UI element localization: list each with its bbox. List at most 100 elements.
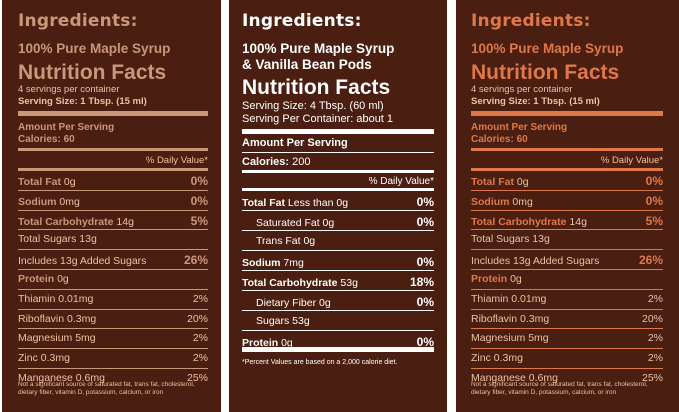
row-divider — [18, 189, 208, 191]
nutrient-name: Total Fat — [18, 176, 61, 188]
nutrient-row: Total Fat Less than 0g 0% — [242, 191, 434, 210]
nutrient-label: Trans Fat 0g — [256, 235, 315, 247]
nutrient-row: Sugars 53g — [242, 311, 434, 330]
nutrient-label: Sodium 0mg — [18, 196, 80, 208]
nutrient-row: Total Sugars 13g — [471, 230, 663, 249]
product-name: 100% Pure Maple Syrup — [471, 41, 624, 56]
amount-per-serving: Amount Per Serving — [471, 122, 568, 133]
nutrient-row: Total Fat 0g 0% — [471, 171, 663, 190]
calories: Calories: 200 — [242, 156, 311, 168]
nutrient-label: Total Fat 0g — [18, 176, 76, 188]
nutrient-amount: 14g — [113, 215, 134, 228]
nutrient-label: Zinc 0.3mg — [471, 352, 523, 364]
daily-value-percent: 2% — [647, 352, 663, 365]
row-divider — [18, 168, 208, 171]
nutrient-row: Thiamin 0.01mg 2% — [18, 290, 208, 309]
daily-value-percent: 0% — [416, 255, 434, 269]
row-divider — [18, 249, 208, 251]
footnote: Not a significant source of saturated fa… — [18, 381, 195, 396]
nutrition-facts-title: Nutrition Facts — [242, 76, 391, 99]
nutrient-row: Sodium 7mg 0% — [242, 251, 434, 270]
row-divider — [471, 209, 663, 211]
row-divider — [18, 229, 208, 231]
row-divider — [471, 348, 663, 350]
nutrient-row: Sodium 0mg 0% — [18, 191, 208, 210]
product-name-line1: 100% Pure Maple Syrup — [242, 41, 395, 56]
daily-value-percent: 0% — [190, 174, 208, 188]
servings-per-container: 4 servings per container — [18, 84, 120, 95]
row-divider — [471, 268, 663, 270]
ingredients-heading: Ingredients: — [18, 11, 138, 31]
nutrient-amount: Riboflavin 0.3mg — [471, 312, 550, 325]
nutrient-name: Total Carbohydrate — [471, 215, 567, 228]
row-divider — [471, 249, 663, 251]
row-divider — [242, 188, 434, 191]
servings-per-container: Serving Per Container: about 1 — [242, 113, 394, 125]
serving-size: Serving Size: 1 Tbsp. (15 ml) — [18, 96, 147, 107]
nutrient-label: Protein 0g — [242, 337, 293, 349]
nutrient-label: Total Fat 0g — [471, 176, 529, 188]
row-divider — [471, 168, 663, 171]
daily-value-percent: 26% — [638, 253, 663, 268]
nutrient-name: Sodium — [471, 195, 510, 208]
nutrient-name: Total Carbohydrate — [242, 277, 338, 289]
row-divider — [471, 367, 663, 369]
nutrient-label: Riboflavin 0.3mg — [18, 313, 96, 325]
row-divider — [18, 268, 208, 270]
nutrient-row: Manganese 0.6mg 25% — [471, 369, 663, 388]
row-divider — [242, 270, 434, 271]
footnote: *Percent Values are based on a 2,000 cal… — [242, 359, 398, 366]
nutrient-amount: Includes 13g Added Sugars — [471, 255, 600, 268]
calories-value: 200 — [292, 156, 311, 168]
nutrient-label: Includes 13g Added Sugars — [18, 255, 146, 267]
nutrient-amount: Thiamin 0.01mg — [18, 292, 94, 305]
nutrient-label: Magnesium 5mg — [18, 332, 96, 344]
nutrient-label: Manganese 0.6mg — [18, 372, 105, 384]
nutrient-row: Dietary Fiber 0g 0% — [242, 291, 434, 310]
nutrient-row: Magnesium 5mg 2% — [471, 329, 663, 348]
nutrient-amount: 14g — [566, 215, 587, 228]
daily-value-percent: 0% — [416, 295, 434, 309]
daily-value-header: % Daily Value* — [600, 155, 663, 166]
row-divider — [471, 288, 663, 290]
nutrient-label: Protein 0g — [18, 273, 69, 285]
nutrient-row: Includes 13g Added Sugars 26% — [471, 250, 663, 269]
nutrient-amount: 0mg — [56, 195, 80, 208]
nutrient-amount: Manganese 0.6mg — [471, 371, 558, 384]
nutrient-amount: 0g — [278, 337, 293, 349]
daily-value-percent: 2% — [647, 292, 663, 305]
nutrient-row: Total Sugars 13g — [18, 230, 208, 249]
nutrient-name: Protein — [471, 272, 508, 285]
nutrient-label: Dietary Fiber 0g — [256, 297, 331, 309]
nutrient-label: Manganese 0.6mg — [471, 372, 558, 384]
nutrient-row: Protein 0g 0% — [242, 331, 434, 350]
nutrient-row: Total Carbohydrate 53g 18% — [242, 271, 434, 290]
nutrient-row: Protein 0g — [18, 270, 208, 289]
nutrient-amount: 0g — [60, 176, 76, 188]
nutrient-amount: Total Sugars 13g — [471, 233, 550, 246]
divider-thick — [242, 129, 434, 134]
daily-value-percent: 2% — [192, 352, 208, 365]
product-name: 100% Pure Maple Syrup — [18, 41, 171, 56]
daily-value-percent: 0% — [645, 174, 663, 188]
nutrient-label: Saturated Fat 0g — [256, 217, 334, 229]
nutrient-label: Sodium 0mg — [471, 196, 533, 208]
serving-size: Serving Size: 4 Tbsp. (60 ml) — [242, 100, 384, 112]
daily-value-header: % Daily Value* — [145, 155, 208, 166]
daily-value-percent: 18% — [409, 275, 434, 289]
nutrient-label: Total Fat Less than 0g — [242, 197, 348, 209]
nutrient-amount: Sugars 53g — [256, 315, 310, 327]
divider-medium — [242, 170, 434, 173]
nutrient-amount: 0g — [507, 272, 522, 285]
row-divider — [471, 308, 663, 310]
divider-thick-bottom — [242, 347, 434, 352]
nutrient-amount: Zinc 0.3mg — [471, 352, 523, 365]
nutrient-name: Sodium — [18, 195, 57, 208]
nutrient-amount: 0g — [513, 176, 529, 188]
daily-value-percent: 26% — [183, 253, 208, 268]
amount-per-serving: Amount Per Serving — [18, 122, 115, 133]
calories-label: Calories: — [242, 156, 290, 168]
row-divider — [471, 328, 663, 330]
nutrient-label: Sodium 7mg — [242, 257, 304, 269]
nutrient-amount: Riboflavin 0.3mg — [18, 312, 97, 325]
